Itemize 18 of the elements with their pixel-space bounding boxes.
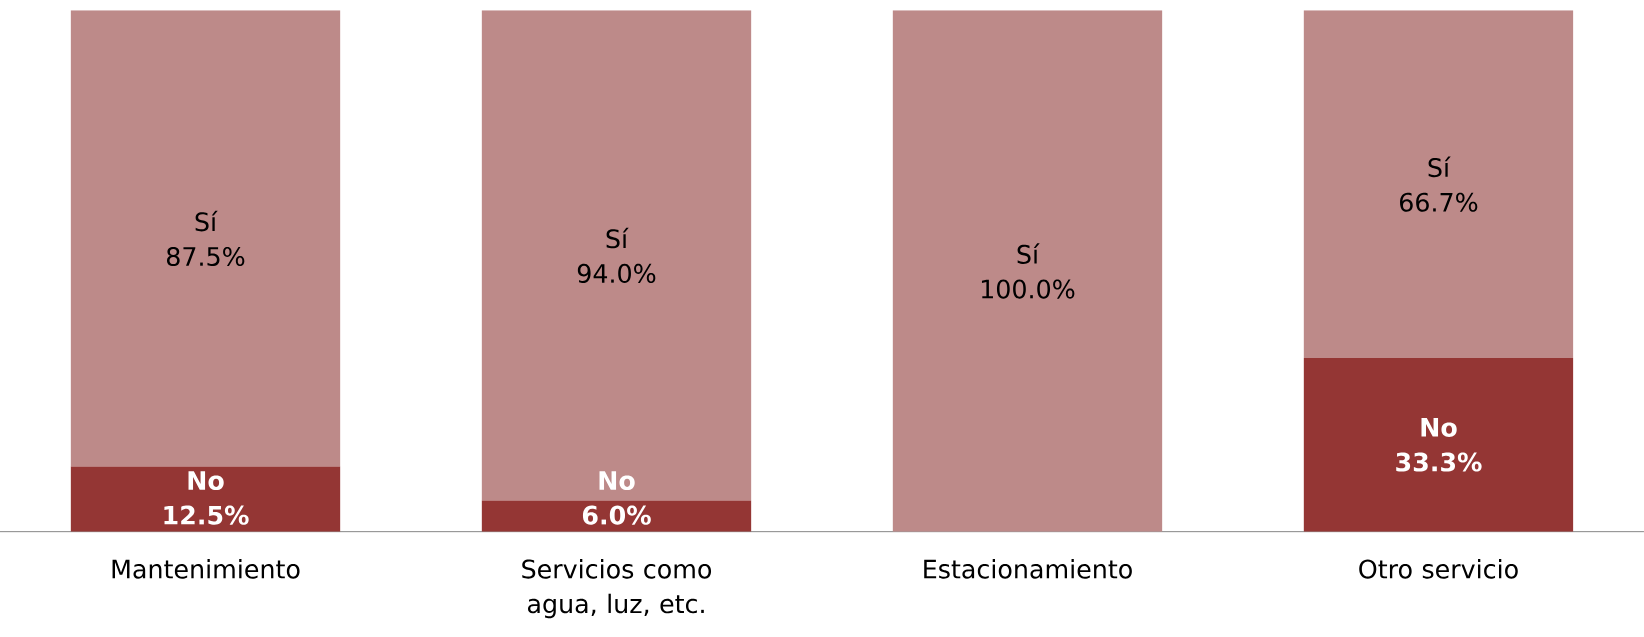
data-label: 66.7% [1400, 192, 1478, 212]
text: Sí [1428, 156, 1451, 178]
x-tick-label: Servicios como agua, luz, etc. [522, 559, 712, 619]
data-label: 94.0% [577, 263, 656, 283]
data-label: 87.5% [166, 246, 245, 267]
text: No [1421, 418, 1457, 437]
text: No [599, 471, 635, 491]
series-label: No [188, 471, 224, 491]
data-label: 12.5% [164, 505, 249, 525]
x-tick-label: Otro servicio [1359, 559, 1518, 579]
data-label: 33.3% [1396, 452, 1482, 472]
data-label: 6.0% [582, 505, 651, 525]
series-label: Sí [606, 227, 629, 249]
text: Sí [195, 210, 218, 232]
x-tick-label: Mantenimiento [112, 559, 300, 579]
data-label: 100.0% [981, 279, 1075, 299]
x-tick-label: Estacionamiento [924, 559, 1132, 579]
text: Sí [1017, 243, 1040, 264]
